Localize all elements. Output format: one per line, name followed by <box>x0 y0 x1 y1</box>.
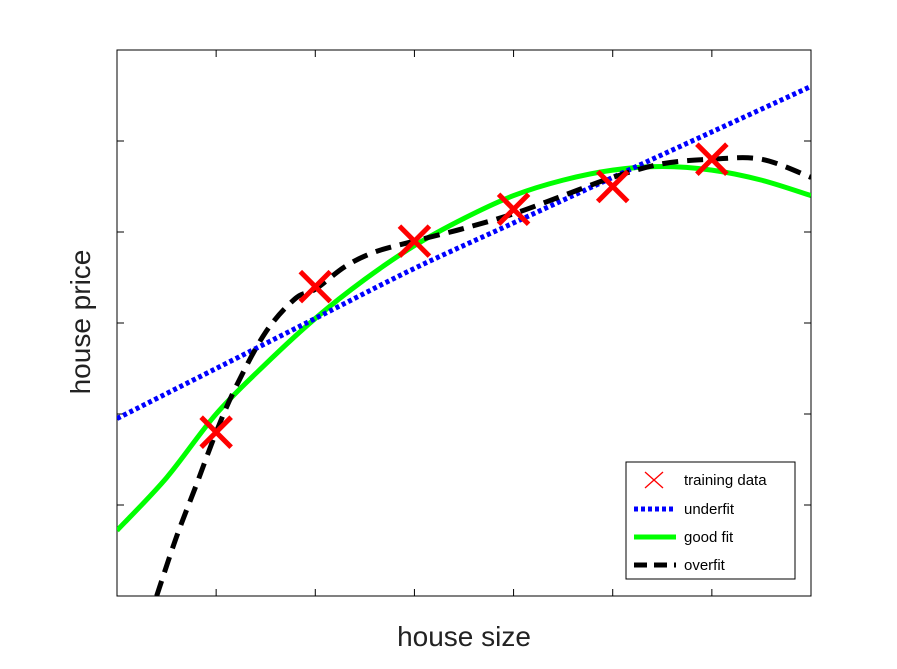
training-markers <box>199 142 729 449</box>
training-point-stroke <box>397 224 432 258</box>
legend-entry-overfit: overfit <box>634 557 726 574</box>
goodfit-curve <box>117 163 811 533</box>
legend-entry-underfit: underfit <box>634 501 735 518</box>
training-point-stroke <box>199 415 233 449</box>
legend-box <box>625 461 796 580</box>
legend-x-icon <box>644 471 664 489</box>
training-point <box>695 142 729 176</box>
training-point <box>199 415 233 449</box>
axis-ticks <box>116 49 812 597</box>
training-point <box>595 169 630 204</box>
legend-label-underfit: underfit <box>684 501 735 518</box>
underfit-line <box>117 84 811 421</box>
training-point <box>298 269 333 304</box>
legend-entry-training: training data <box>644 471 767 489</box>
legend-label-goodfit: good fit <box>684 529 734 546</box>
training-point-stroke <box>298 269 333 304</box>
training-point <box>397 224 432 258</box>
x-axis-label: house size <box>397 621 531 652</box>
legend-entry-goodfit: good fit <box>634 529 734 546</box>
series-layer <box>117 84 811 596</box>
legend-label-training: training data <box>684 472 767 489</box>
training-point-stroke <box>595 169 630 204</box>
training-point-stroke <box>695 142 729 176</box>
legend: training data underfit good fit overfit <box>625 461 796 580</box>
training-point-stroke <box>496 192 531 227</box>
y-axis-label: house price <box>65 250 96 395</box>
training-point <box>496 192 531 227</box>
legend-label-overfit: overfit <box>684 557 726 574</box>
